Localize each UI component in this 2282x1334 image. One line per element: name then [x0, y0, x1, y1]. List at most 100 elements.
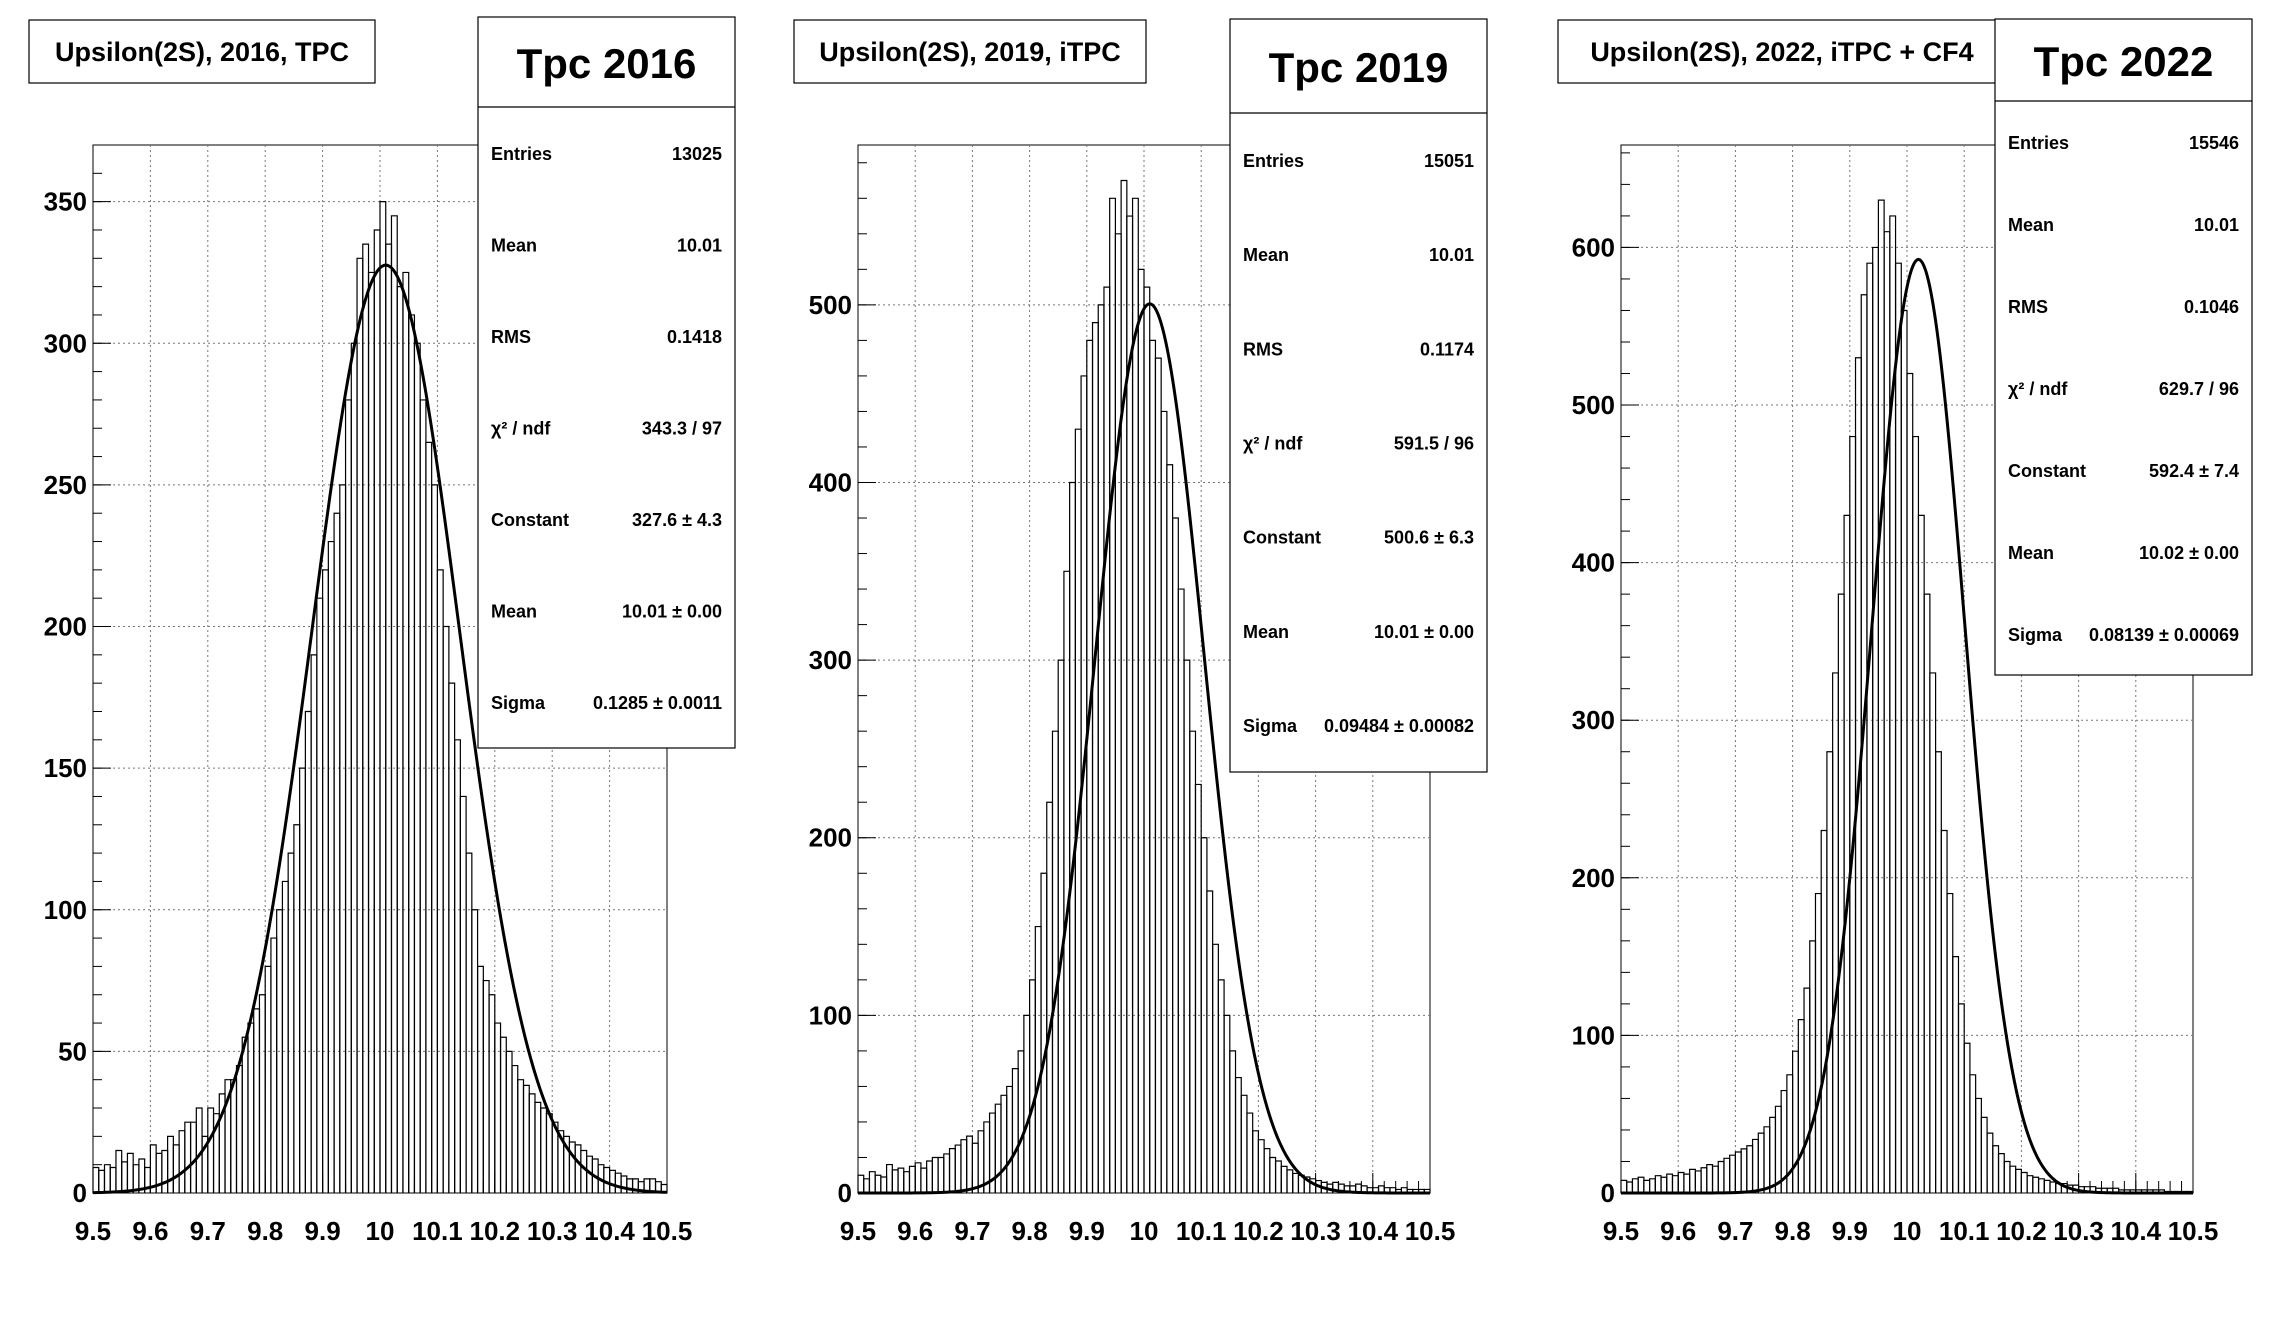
stats-row-value: 592.4 ± 7.4	[2149, 461, 2239, 481]
stats-row-value: 0.1285 ± 0.0011	[593, 693, 722, 713]
stats-row-value: 0.1418	[667, 327, 722, 347]
x-tick-label: 9.6	[1660, 1216, 1696, 1246]
y-tick-label: 300	[809, 645, 852, 675]
stats-row-value: 0.1046	[2184, 297, 2239, 317]
y-tick-label: 50	[58, 1036, 87, 1066]
stats-title: Tpc 2016	[517, 40, 697, 87]
x-tick-label: 10.4	[1347, 1216, 1398, 1246]
x-tick-label: 10.4	[2110, 1216, 2161, 1246]
stats-row-label: Entries	[2008, 133, 2069, 153]
x-tick-label: 9.8	[1775, 1216, 1811, 1246]
x-tick-label: 9.6	[897, 1216, 933, 1246]
x-tick-label: 9.9	[305, 1216, 341, 1246]
title-box	[28, 19, 376, 84]
stats-row-value: 10.01 ± 0.00	[622, 602, 722, 622]
stats-box	[1229, 18, 1488, 773]
stats-row-label: Constant	[2008, 461, 2086, 481]
stats-row-value: 0.08139 ± 0.00069	[2089, 625, 2239, 645]
x-tick-label: 10	[1130, 1216, 1159, 1246]
stats-row-label: Mean	[1243, 622, 1289, 642]
stats-row-label: RMS	[491, 327, 531, 347]
x-tick-label: 10.3	[2053, 1216, 2104, 1246]
x-tick-label: 9.7	[190, 1216, 226, 1246]
histogram-panel-1: 9.5 9.6 9.7 9.8 9.9 10 10.1 10.2 10.3 10.4 10.5 0 50…	[28, 16, 736, 1246]
stats-row-value: 327.6 ± 4.3	[632, 510, 722, 530]
x-tick-label: 10.3	[527, 1216, 578, 1246]
y-tick-label: 400	[809, 467, 852, 497]
stats-box	[477, 16, 736, 749]
y-tick-label: 250	[44, 470, 87, 500]
stats-row-value: 591.5 / 96	[1394, 434, 1474, 454]
plot-title: Upsilon(2S), 2016, TPC	[55, 37, 349, 67]
y-tick-label: 100	[1572, 1020, 1615, 1050]
x-tick-label: 9.9	[1069, 1216, 1105, 1246]
y-tick-label: 200	[1572, 863, 1615, 893]
y-tick-label: 100	[44, 895, 87, 925]
stats-row-value: 0.09484 ± 0.00082	[1324, 716, 1474, 736]
stats-title: Tpc 2019	[1269, 44, 1449, 91]
stats-row-value: 10.02 ± 0.00	[2139, 543, 2239, 563]
histogram-bin	[1423, 1188, 1431, 1193]
y-tick-label: 300	[44, 328, 87, 358]
stats-row-label: Constant	[491, 510, 569, 530]
stats-row-label: Mean	[2008, 215, 2054, 235]
y-tick-label: 100	[809, 1000, 852, 1030]
x-tick-label: 10	[366, 1216, 395, 1246]
x-tick-label: 9.8	[1012, 1216, 1048, 1246]
stats-row-label: χ² / ndf	[1243, 434, 1303, 454]
y-tick-label: 400	[1572, 548, 1615, 578]
x-tick-label: 9.5	[840, 1216, 876, 1246]
stats-row-label: χ² / ndf	[2008, 379, 2068, 399]
x-tick-label: 10.5	[1405, 1216, 1456, 1246]
stats-row-label: Constant	[1243, 528, 1321, 548]
x-tick-label: 9.5	[75, 1216, 111, 1246]
plot-title: Upsilon(2S), 2022, iTPC + CF4	[1590, 37, 1973, 67]
stats-row-label: Sigma	[491, 693, 546, 713]
stats-row-label: Mean	[491, 235, 537, 255]
y-tick-label: 200	[809, 823, 852, 853]
stats-title: Tpc 2022	[2034, 38, 2214, 85]
stats-row-value: 15546	[2189, 133, 2239, 153]
stats-row-label: RMS	[2008, 297, 2048, 317]
x-tick-label: 9.9	[1832, 1216, 1868, 1246]
stats-row-value: 15051	[1424, 151, 1474, 171]
x-tick-label: 10.2	[1233, 1216, 1284, 1246]
y-tick-label: 500	[809, 290, 852, 320]
stats-row-label: Mean	[1243, 245, 1289, 265]
stats-row-value: 13025	[672, 144, 722, 164]
y-tick-label: 0	[73, 1178, 87, 1208]
histogram-panel-2: 9.5 9.6 9.7 9.8 9.9 10 10.1 10.2 10.3 10.4 10.5 0 10…	[793, 18, 1488, 1246]
stats-row-value: 10.01	[2194, 215, 2239, 235]
x-tick-label: 10.1	[1939, 1216, 1990, 1246]
x-tick-label: 9.7	[954, 1216, 990, 1246]
x-tick-label: 10.1	[1176, 1216, 1227, 1246]
y-tick-label: 200	[44, 612, 87, 642]
y-tick-label: 0	[838, 1178, 852, 1208]
gaussian-fit-curve	[1621, 257, 2193, 1195]
title-box	[1557, 19, 2007, 84]
x-tick-label: 10.1	[412, 1216, 463, 1246]
stats-row-label: Mean	[2008, 543, 2054, 563]
gaussian-fit-curve	[92, 263, 668, 1195]
stats-row-label: χ² / ndf	[491, 419, 551, 439]
x-tick-label: 9.5	[1603, 1216, 1639, 1246]
histogram-panel-3: 9.5 9.6 9.7 9.8 9.9 10 10.1 10.2 10.3 10.4 10.5 0 10…	[1557, 18, 2253, 1246]
stats-row-value: 343.3 / 97	[642, 419, 722, 439]
gaussian-fit-curve	[858, 302, 1430, 1195]
x-tick-label: 9.6	[132, 1216, 168, 1246]
stats-row-value: 10.01	[677, 235, 722, 255]
stats-row-label: Sigma	[1243, 716, 1298, 736]
plot-title: Upsilon(2S), 2019, iTPC	[819, 37, 1121, 67]
y-tick-label: 500	[1572, 390, 1615, 420]
stats-row-label: Mean	[491, 602, 537, 622]
y-tick-label: 350	[44, 187, 87, 217]
stats-row-label: RMS	[1243, 339, 1283, 359]
y-tick-label: 300	[1572, 705, 1615, 735]
x-tick-label: 10.5	[642, 1216, 693, 1246]
x-tick-label: 10	[1893, 1216, 1922, 1246]
x-tick-label: 9.8	[247, 1216, 283, 1246]
x-tick-label: 10.3	[1290, 1216, 1341, 1246]
stats-row-label: Entries	[491, 144, 552, 164]
stats-row-value: 10.01 ± 0.00	[1374, 622, 1474, 642]
